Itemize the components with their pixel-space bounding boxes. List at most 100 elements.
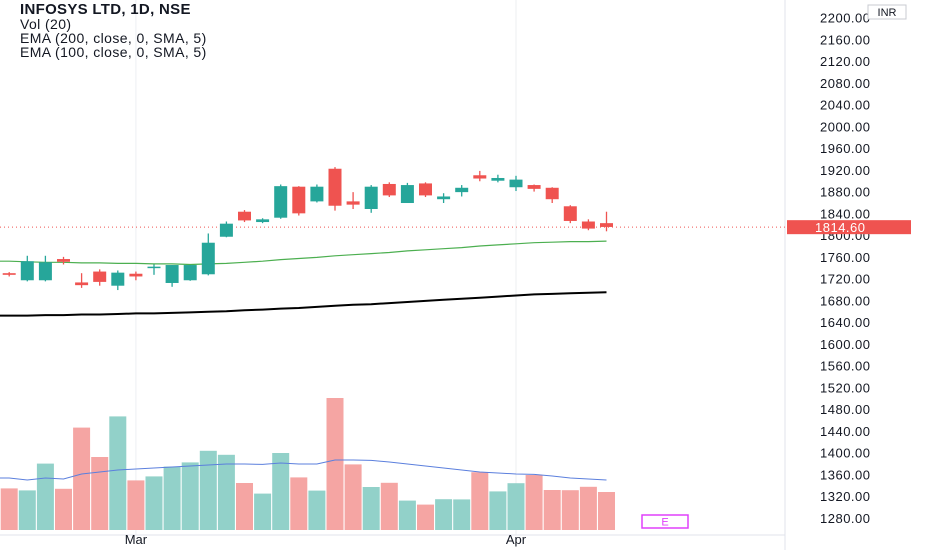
price-tick-22: 1320.00 <box>820 489 871 504</box>
volume-bar <box>362 487 380 530</box>
candle-body <box>111 272 125 286</box>
volume-bar <box>73 427 91 530</box>
candle <box>545 187 559 204</box>
candle-body <box>238 211 251 221</box>
candle-body <box>93 271 107 282</box>
last-price-label-box <box>787 220 911 235</box>
price-tick-7: 1920.00 <box>820 163 871 178</box>
price-tick-12: 1720.00 <box>820 272 871 287</box>
candle-body <box>419 183 432 196</box>
indicator-marker-box[interactable] <box>641 514 689 529</box>
volume-bar <box>181 462 199 530</box>
candle <box>238 210 251 223</box>
candle-body <box>545 187 559 200</box>
time-label-1: Apr <box>506 532 527 547</box>
price-tick-18: 1480.00 <box>820 402 871 417</box>
volume-bar <box>127 480 145 530</box>
candle-body <box>400 185 414 204</box>
candle-body <box>346 201 360 205</box>
volume-bar <box>236 483 253 530</box>
price-tick-9: 1840.00 <box>820 206 871 221</box>
candle <box>563 205 577 224</box>
ema-lines <box>0 226 785 317</box>
overlays: INR E <box>641 4 907 529</box>
price-tick-21: 1360.00 <box>820 467 871 482</box>
candle-body <box>581 221 595 229</box>
candle-body <box>527 185 541 189</box>
chart-grid <box>0 0 786 550</box>
price-tick-15: 1600.00 <box>820 337 871 352</box>
price-tick-0: 2200.00 <box>820 11 871 26</box>
currency-badge-box[interactable] <box>867 4 907 20</box>
candle <box>147 264 161 275</box>
candle <box>581 219 595 231</box>
candle-body <box>38 262 52 281</box>
volume-bar <box>91 457 109 530</box>
candle-body <box>20 261 34 281</box>
legend-ema-200[interactable]: EMA (200, close, 0, SMA, 5) <box>20 30 207 46</box>
candle-body <box>563 206 577 221</box>
volume-bar <box>145 476 163 530</box>
volume-bar <box>489 491 507 530</box>
legend-volume[interactable]: Vol (20) <box>20 16 72 32</box>
candle-body <box>274 186 288 218</box>
price-tick-16: 1560.00 <box>820 359 871 374</box>
candle <box>201 233 215 276</box>
time-axis[interactable]: Mar Apr <box>125 532 527 547</box>
volume-bar <box>308 490 326 530</box>
candle <box>364 185 378 213</box>
candle-body <box>75 282 89 286</box>
legend-ema-100[interactable]: EMA (100, close, 0, SMA, 5) <box>20 44 207 60</box>
price-tick-13: 1680.00 <box>820 293 871 308</box>
price-tick-11: 1760.00 <box>820 250 871 265</box>
candle <box>2 272 16 277</box>
candle-body <box>256 219 270 223</box>
volume-bar <box>55 488 72 530</box>
candle-body <box>437 196 451 200</box>
volume-bar <box>217 454 235 530</box>
candle <box>219 221 233 238</box>
candle-body <box>382 183 396 196</box>
last-price-label: 1814.60 <box>815 220 866 235</box>
currency-badge[interactable]: INR <box>878 7 897 19</box>
price-tick-3: 2080.00 <box>820 76 871 91</box>
candlesticks <box>2 167 613 291</box>
candle-body <box>473 175 487 179</box>
candle-body <box>364 186 378 209</box>
symbol-title[interactable]: INFOSYS LTD, 1D, NSE <box>20 1 191 18</box>
volume-bar <box>109 416 127 530</box>
candle-body <box>310 186 324 202</box>
candle <box>509 175 523 192</box>
candle-body <box>219 223 233 237</box>
indicator-marker[interactable]: E <box>661 517 668 529</box>
price-tick-8: 1880.00 <box>820 185 871 200</box>
price-tick-6: 1960.00 <box>820 141 871 156</box>
volume-bar <box>344 464 362 530</box>
candle <box>111 270 125 291</box>
volume-bar <box>417 504 434 530</box>
candle <box>20 255 34 282</box>
candle <box>256 218 270 224</box>
volume-bars <box>0 398 615 530</box>
volume-bar <box>398 500 416 530</box>
price-axis[interactable]: 2200.00 2160.00 2120.00 2080.00 2040.00 2000.… <box>787 11 911 527</box>
candle-body <box>57 259 70 262</box>
candle-body <box>328 168 342 206</box>
candle-body <box>201 242 215 275</box>
ema-200-line <box>0 291 607 317</box>
candle <box>38 255 52 282</box>
price-tick-23: 1280.00 <box>820 511 871 526</box>
volume-bar <box>435 499 453 530</box>
volume-bar <box>18 490 36 530</box>
candle-body <box>183 265 197 281</box>
candle <box>75 273 89 288</box>
candle <box>292 186 306 216</box>
volume-bar <box>163 466 181 530</box>
volume-bar <box>507 483 525 530</box>
candle-body <box>455 187 469 193</box>
price-tick-1: 2160.00 <box>820 32 871 47</box>
price-tick-20: 1400.00 <box>820 446 871 461</box>
volume-bar <box>525 475 543 530</box>
price-tick-14: 1640.00 <box>820 315 871 330</box>
